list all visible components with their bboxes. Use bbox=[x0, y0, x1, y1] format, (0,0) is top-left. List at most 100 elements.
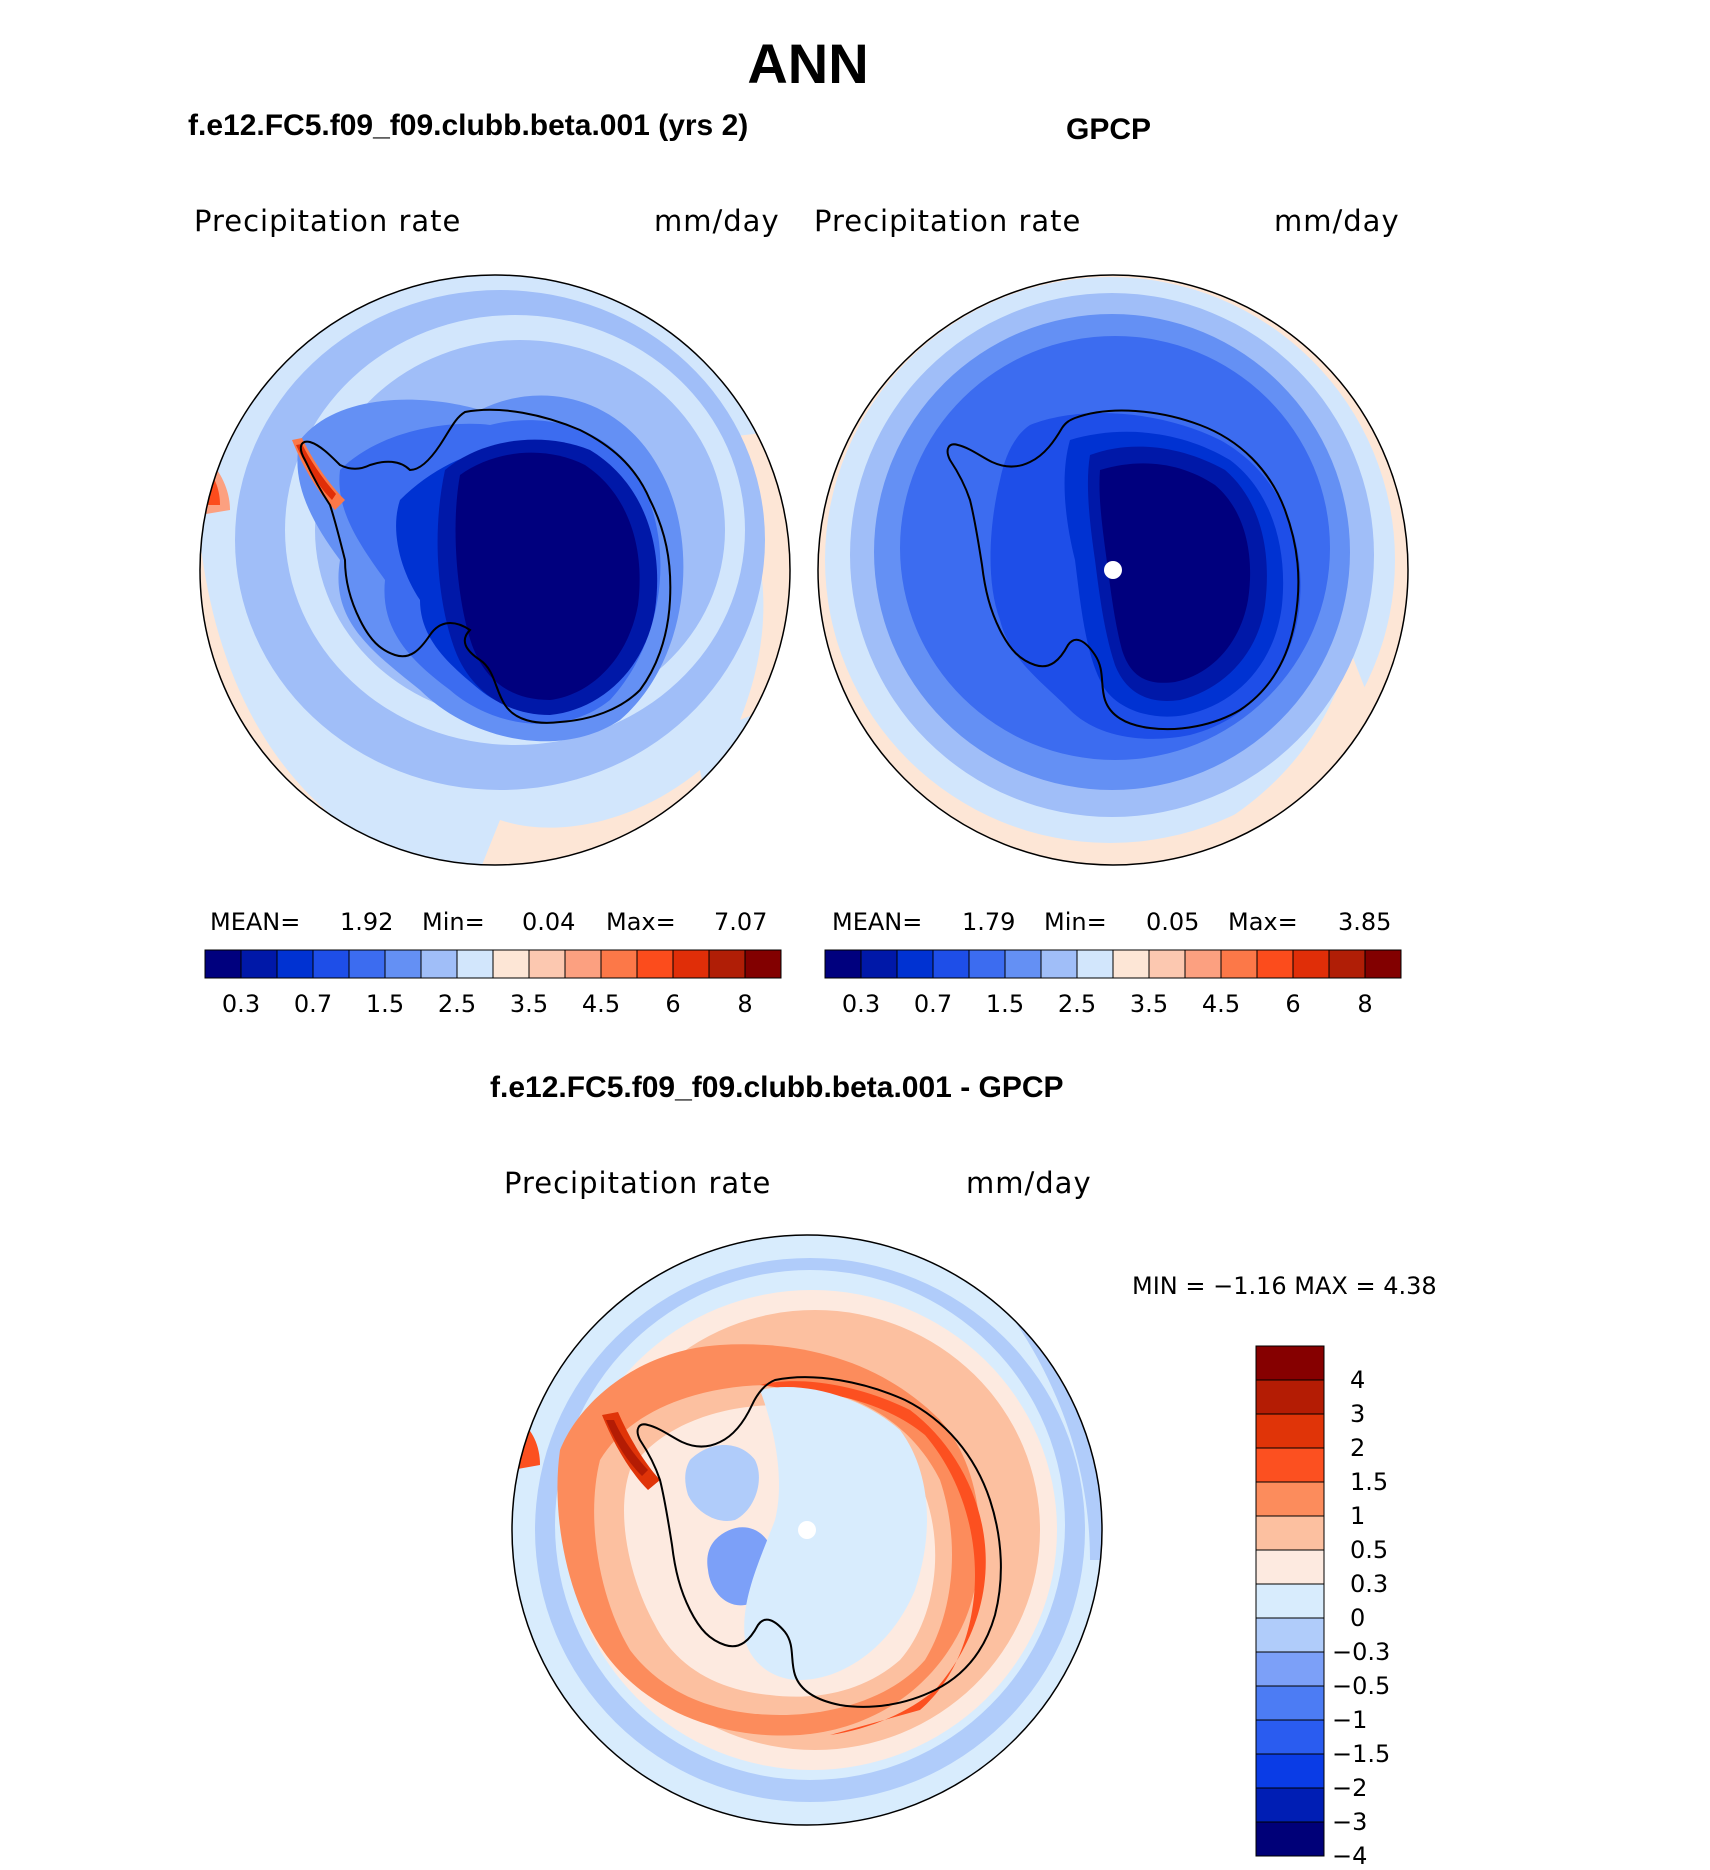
panel1-colorbar-ticks: 0.3 0.7 1.5 2.5 3.5 4.5 6 8 bbox=[205, 990, 781, 1020]
colorbar-swatch bbox=[276, 949, 314, 979]
panel1-min-label: Min= bbox=[422, 908, 485, 936]
colorbar-swatch bbox=[672, 949, 710, 979]
colorbar-swatch bbox=[1255, 1651, 1325, 1687]
panel3-colorbar-ticks: 4 3 2 1.5 1 0.5 0.3 0 −0.3 −0.5 −1 −1.5 −2 −3 −4 bbox=[1332, 1346, 1442, 1870]
colorbar-swatch bbox=[312, 949, 350, 979]
colorbar-tick-label: −0.5 bbox=[1332, 1672, 1391, 1700]
colorbar-swatch bbox=[456, 949, 494, 979]
colorbar-swatch bbox=[1255, 1379, 1325, 1415]
colorbar-tick-label: −2 bbox=[1332, 1774, 1368, 1802]
colorbar-tick-label: 4 bbox=[1350, 1366, 1366, 1394]
colorbar-swatch bbox=[1255, 1787, 1325, 1823]
panel1-variable-label: Precipitation rate bbox=[194, 204, 462, 238]
colorbar-swatch bbox=[1256, 949, 1294, 979]
colorbar-swatch bbox=[708, 949, 746, 979]
panel1-colorbar bbox=[204, 949, 782, 979]
colorbar-tick-label: −0.3 bbox=[1332, 1638, 1391, 1666]
colorbar-tick-label: 0.3 bbox=[1350, 1570, 1389, 1598]
panel2-max-value: 3.85 bbox=[1338, 908, 1392, 936]
colorbar-swatch bbox=[528, 949, 566, 979]
colorbar-swatch bbox=[744, 949, 782, 979]
colorbar-swatch bbox=[1040, 949, 1078, 979]
colorbar-swatch bbox=[1255, 1821, 1325, 1857]
colorbar-swatch bbox=[1255, 1753, 1325, 1789]
colorbar-tick-label: 8 bbox=[1357, 990, 1373, 1018]
panel2-variable-label: Precipitation rate bbox=[814, 204, 1082, 238]
panel2-mean-value: 1.79 bbox=[962, 908, 1016, 936]
colorbar-tick-label: 0 bbox=[1350, 1604, 1366, 1632]
colorbar-tick-label: 4.5 bbox=[1201, 990, 1241, 1018]
colorbar-tick-label: 3.5 bbox=[1129, 990, 1169, 1018]
panel1-mean-label: MEAN= bbox=[210, 908, 301, 936]
panel1-min-value: 0.04 bbox=[522, 908, 576, 936]
colorbar-swatch bbox=[1148, 949, 1186, 979]
colorbar-tick-label: 3 bbox=[1350, 1400, 1366, 1428]
colorbar-swatch bbox=[420, 949, 458, 979]
panel2-units-label: mm/day bbox=[1274, 204, 1400, 238]
colorbar-swatch bbox=[1112, 949, 1150, 979]
colorbar-tick-label: 2 bbox=[1350, 1434, 1366, 1462]
panel1-max-label: Max= bbox=[606, 908, 676, 936]
colorbar-swatch bbox=[636, 949, 674, 979]
colorbar-tick-label: −1.5 bbox=[1332, 1740, 1391, 1768]
colorbar-tick-label: 0.3 bbox=[221, 990, 261, 1018]
panel2-mean-label: MEAN= bbox=[832, 908, 923, 936]
colorbar-swatch bbox=[860, 949, 898, 979]
colorbar-tick-label: −1 bbox=[1332, 1706, 1368, 1734]
colorbar-swatch bbox=[1255, 1413, 1325, 1449]
colorbar-swatch bbox=[1255, 1685, 1325, 1721]
colorbar-swatch bbox=[824, 949, 862, 979]
colorbar-swatch bbox=[1328, 949, 1366, 979]
panel3-units-label: mm/day bbox=[966, 1166, 1092, 1200]
colorbar-tick-label: 6 bbox=[1285, 990, 1301, 1018]
panel2-colorbar-ticks: 0.3 0.7 1.5 2.5 3.5 4.5 6 8 bbox=[825, 990, 1401, 1020]
colorbar-swatch bbox=[204, 949, 242, 979]
colorbar-swatch bbox=[1076, 949, 1114, 979]
colorbar-tick-label: 0.7 bbox=[293, 990, 333, 1018]
figure-title: ANN bbox=[747, 32, 869, 95]
colorbar-swatch bbox=[1220, 949, 1258, 979]
colorbar-swatch bbox=[1255, 1515, 1325, 1551]
panel3-variable-label: Precipitation rate bbox=[504, 1166, 772, 1200]
colorbar-tick-label: 1.5 bbox=[985, 990, 1025, 1018]
panel3-title: f.e12.FC5.f09_f09.clubb.beta.001 - GPCP bbox=[490, 1071, 1064, 1104]
colorbar-swatch bbox=[348, 949, 386, 979]
colorbar-swatch bbox=[1255, 1481, 1325, 1517]
panel1-max-value: 7.07 bbox=[714, 908, 768, 936]
colorbar-swatch bbox=[1255, 1583, 1325, 1619]
colorbar-tick-label: 2.5 bbox=[1057, 990, 1097, 1018]
panel1-mean-value: 1.92 bbox=[340, 908, 394, 936]
colorbar-swatch bbox=[1255, 1617, 1325, 1653]
panel3-minmax-label: MIN = −1.16 MAX = 4.38 bbox=[1132, 1272, 1437, 1300]
panel3-colorbar bbox=[1255, 1345, 1325, 1857]
panel1-units-label: mm/day bbox=[654, 204, 780, 238]
panel2-title: GPCP bbox=[1066, 113, 1152, 146]
colorbar-swatch bbox=[1292, 949, 1330, 979]
colorbar-tick-label: 1.5 bbox=[365, 990, 405, 1018]
colorbar-swatch bbox=[1255, 1447, 1325, 1483]
panel2-min-label: Min= bbox=[1044, 908, 1107, 936]
colorbar-tick-label: 3.5 bbox=[509, 990, 549, 1018]
colorbar-swatch bbox=[1364, 949, 1402, 979]
colorbar-tick-label: 4.5 bbox=[581, 990, 621, 1018]
colorbar-swatch bbox=[564, 949, 602, 979]
colorbar-tick-label: −4 bbox=[1332, 1842, 1368, 1870]
colorbar-swatch bbox=[492, 949, 530, 979]
colorbar-tick-label: 0.5 bbox=[1350, 1536, 1389, 1564]
colorbar-swatch bbox=[1004, 949, 1042, 979]
panel2-min-value: 0.05 bbox=[1146, 908, 1200, 936]
colorbar-tick-label: −3 bbox=[1332, 1808, 1368, 1836]
colorbar-swatch bbox=[1255, 1549, 1325, 1585]
colorbar-tick-label: 2.5 bbox=[437, 990, 477, 1018]
panel2-colorbar bbox=[824, 949, 1402, 979]
colorbar-tick-label: 1.5 bbox=[1350, 1468, 1389, 1496]
colorbar-tick-label: 1 bbox=[1350, 1502, 1366, 1530]
colorbar-swatch bbox=[1255, 1345, 1325, 1381]
colorbar-swatch bbox=[240, 949, 278, 979]
colorbar-tick-label: 8 bbox=[737, 990, 753, 1018]
colorbar-swatch bbox=[1255, 1719, 1325, 1755]
colorbar-tick-label: 0.7 bbox=[913, 990, 953, 1018]
colorbar-swatch bbox=[896, 949, 934, 979]
colorbar-tick-label: 6 bbox=[665, 990, 681, 1018]
panel2-max-label: Max= bbox=[1228, 908, 1298, 936]
